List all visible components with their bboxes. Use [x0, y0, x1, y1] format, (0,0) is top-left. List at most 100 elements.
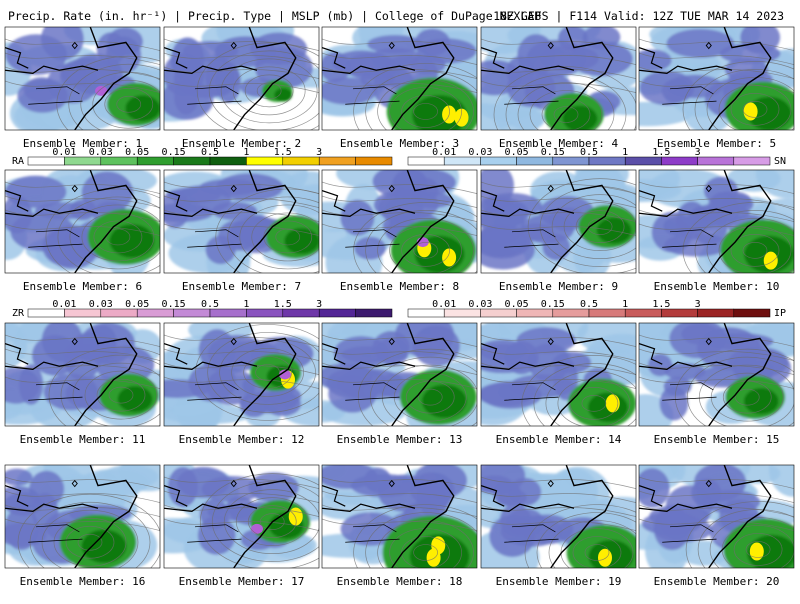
lakes-border — [481, 503, 575, 512]
state-borders — [187, 86, 242, 105]
legend-swatch — [209, 308, 247, 318]
panel-frame — [480, 169, 637, 274]
isobar-line — [639, 362, 794, 376]
isobar-line — [57, 196, 160, 273]
snow-area — [497, 489, 527, 506]
panel-frame — [480, 322, 637, 427]
isobar-line — [389, 87, 462, 130]
snow-area — [372, 331, 410, 363]
legend-tick-label: 0.05 — [125, 299, 149, 310]
isobar-line — [322, 362, 477, 376]
ensemble-member-label: Ensemble Member: 2 — [182, 137, 301, 150]
legend-code: ZR — [12, 308, 25, 319]
panel-frame — [4, 169, 161, 274]
panel-map — [322, 27, 477, 130]
legend-swatch — [100, 156, 138, 166]
diamond-icon — [705, 41, 712, 50]
ensemble-member-label: Ensemble Member: 15 — [654, 433, 780, 446]
diamond-icon — [230, 41, 237, 50]
snow-area — [340, 199, 375, 236]
heavy-rain-area — [117, 386, 153, 413]
panel-map — [5, 465, 160, 568]
isobar-line — [369, 356, 477, 426]
isobar-line — [365, 512, 477, 568]
isobar-line — [322, 223, 477, 237]
isobar-line — [481, 223, 636, 237]
legend-swatch — [64, 156, 102, 166]
ensemble-member-label: Ensemble Member: 3 — [340, 137, 459, 150]
lakes-border — [481, 208, 575, 217]
lakes-border — [5, 361, 99, 370]
panel-map — [481, 27, 636, 130]
isobar-line — [45, 188, 160, 273]
isobar-line — [401, 233, 450, 267]
legend-tick-label: 0.01 — [432, 147, 456, 158]
snow-area — [681, 323, 719, 345]
precip-field — [639, 465, 794, 568]
legend-swatch — [64, 308, 102, 318]
isobar-line — [481, 518, 636, 532]
snow-area — [164, 379, 211, 398]
ensemble-panel: Ensemble Member: 1 — [4, 26, 161, 150]
snow-area — [553, 358, 579, 401]
isobar-line — [377, 79, 474, 130]
great-lakes-outline — [164, 190, 188, 212]
legend-tick-label: 0.15 — [162, 147, 186, 158]
isobar-line — [493, 66, 636, 130]
legend-tick-label: 3 — [695, 299, 701, 310]
isobar-line — [481, 362, 636, 376]
diamond-icon — [230, 184, 237, 193]
isobar-line — [164, 209, 319, 223]
isobar-line — [5, 518, 160, 532]
isobar-line — [5, 223, 160, 237]
isobar-line — [639, 38, 794, 52]
legend-swatch — [407, 308, 445, 318]
coastline — [550, 170, 614, 273]
great-lakes-outline — [164, 47, 188, 69]
diamond-icon — [547, 337, 554, 346]
isobar-line — [639, 476, 794, 490]
isobar-line — [545, 370, 636, 426]
header-left-title: Precip. Rate (in. hr⁻¹) | Precip. Type |… — [8, 9, 541, 23]
snow-area — [5, 175, 67, 209]
panel-frame — [638, 26, 795, 131]
isobar-line — [481, 80, 636, 94]
legend-tick-label: 0.03 — [468, 147, 492, 158]
lakes-border — [639, 208, 733, 217]
legend-tick-label: 0.5 — [580, 299, 598, 310]
lakes-border — [639, 503, 733, 512]
isobar-line — [5, 80, 160, 94]
lakes-border — [5, 503, 99, 512]
state-borders — [187, 229, 242, 248]
ensemble-panel: Ensemble Member: 17 — [163, 464, 320, 588]
isobar-line — [481, 66, 636, 80]
snow-area — [419, 485, 448, 519]
ensemble-member-label: Ensemble Member: 20 — [654, 575, 780, 588]
great-lakes-outline — [322, 343, 346, 365]
legend-code: IP — [774, 308, 786, 319]
isobar-line — [481, 376, 636, 390]
panel-frame — [480, 464, 637, 569]
legend-swatch — [624, 156, 662, 166]
isobar-line — [722, 380, 772, 414]
isobar-line — [164, 80, 319, 94]
diamond-icon — [705, 184, 712, 193]
ensemble-panel: Ensemble Member: 16 — [4, 464, 161, 588]
isobar-line — [164, 362, 319, 376]
great-lakes-outline — [322, 190, 346, 212]
precip-field — [481, 323, 636, 426]
snow-area — [174, 79, 199, 115]
isobar-line — [68, 63, 160, 130]
coastline — [74, 465, 138, 568]
legend-tick-label: 1.5 — [274, 299, 292, 310]
coastline — [74, 323, 138, 426]
panel-map — [639, 170, 794, 273]
diamond-icon — [705, 337, 712, 346]
isobar-line — [322, 80, 477, 94]
isobar-line — [401, 536, 450, 568]
isobar-line — [639, 334, 794, 348]
ensemble-member-label: Ensemble Member: 18 — [337, 575, 463, 588]
great-lakes-outline — [322, 485, 346, 507]
precip-field — [639, 27, 794, 130]
